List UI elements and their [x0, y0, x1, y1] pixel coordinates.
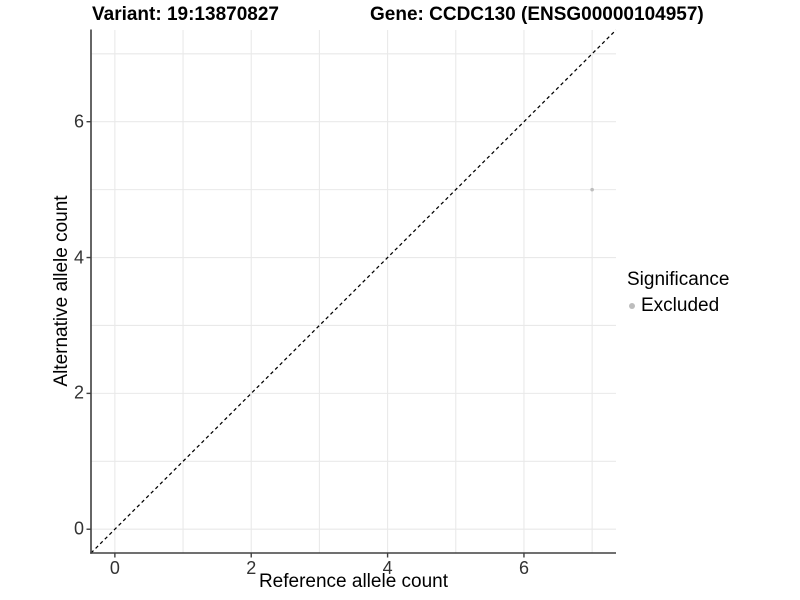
- identity-reference-line: [90, 29, 617, 554]
- legend-item-label: Excluded: [641, 295, 720, 316]
- plot-title-gene: Gene: CCDC130 (ENSG00000104957): [370, 4, 704, 25]
- legend-key-dot-icon: [629, 302, 635, 309]
- legend: Significance Excluded: [627, 268, 729, 317]
- y-tick-label: 4: [73, 247, 84, 268]
- x-tick-label: 0: [109, 558, 120, 578]
- y-tick-label: 0: [73, 518, 84, 539]
- x-tick-label: 2: [246, 558, 257, 578]
- legend-title: Significance: [627, 269, 730, 290]
- legend-item-excluded: Excluded: [629, 294, 729, 317]
- y-tick-label: 2: [73, 382, 84, 403]
- y-axis-label: Alternative allele count: [51, 195, 72, 387]
- y-tick-label: 6: [73, 111, 84, 132]
- x-tick-label: 6: [518, 558, 529, 578]
- data-point: [590, 187, 594, 192]
- x-axis-label: Reference allele count: [258, 571, 449, 592]
- plot-title-variant: Variant: 19:13870827: [92, 4, 279, 25]
- x-tick-label: 4: [382, 558, 393, 578]
